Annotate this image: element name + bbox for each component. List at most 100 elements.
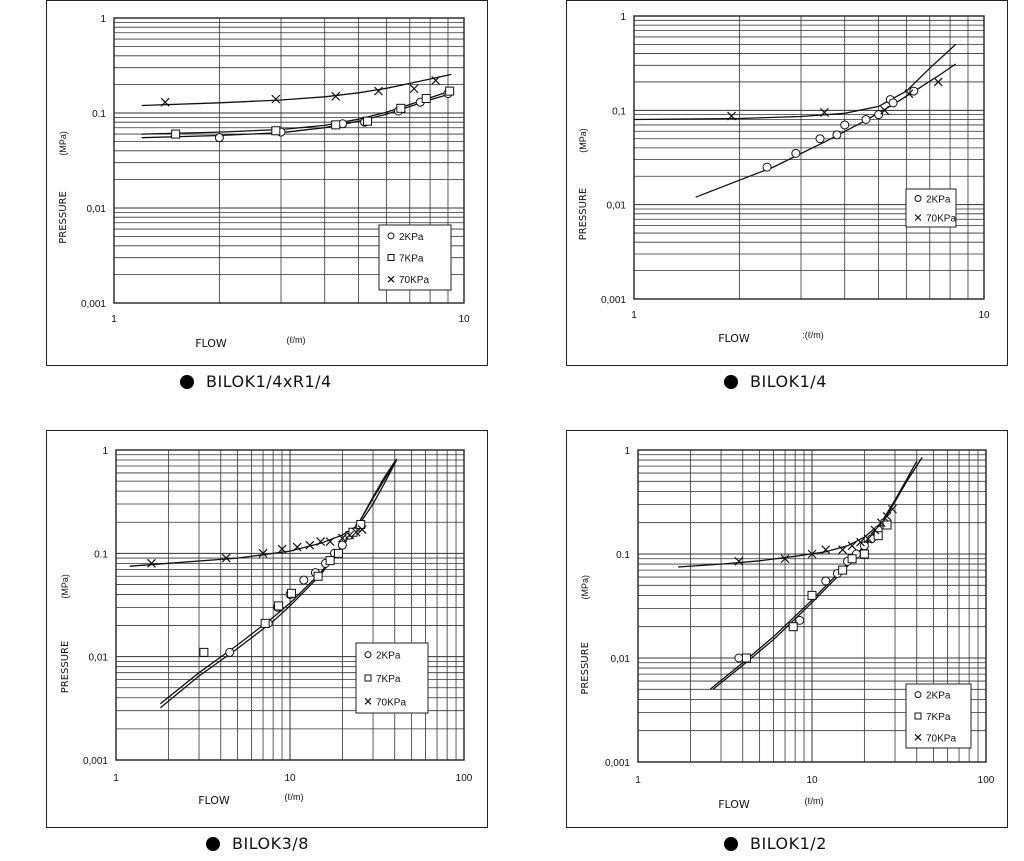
data-point-7kpa [838, 565, 848, 575]
data-point-70kpa [933, 77, 943, 87]
caption-bilok1-2: BILOK1/2 [724, 834, 827, 853]
caption-text: BILOK3/8 [232, 834, 309, 853]
caption-bilok3-8: BILOK3/8 [206, 834, 309, 853]
data-point-70kpa [880, 105, 890, 115]
legend-label-70kpa: 70KPa [926, 733, 956, 744]
data-point-7kpa [421, 94, 431, 104]
legend: 2KPa 7KPa 70KPa [905, 683, 972, 749]
data-point-2kpa [840, 120, 850, 130]
data-point-2kpa [832, 130, 842, 140]
y-tick-label: 1 [100, 14, 106, 25]
data-point-70kpa [345, 530, 355, 540]
data-point-70kpa [271, 94, 281, 104]
y-axis-unit: (MPa) [578, 128, 588, 153]
y-axis-label: PRESSURE [58, 191, 69, 244]
data-point-70kpa [856, 537, 865, 547]
data-point-7kpa [286, 588, 296, 598]
panel-frame [566, 0, 1008, 366]
data-point-70kpa [337, 533, 347, 543]
data-point-70kpa [819, 108, 829, 117]
legend-marker-2kpa [914, 195, 922, 202]
data-point-7kpa [873, 531, 883, 541]
x-axis-label: FLOW [718, 798, 750, 811]
curve-70kpa [633, 43, 957, 121]
y-tick-label: 0,001 [601, 295, 626, 306]
data-point-70kpa [847, 541, 857, 551]
data-point-2kpa [815, 134, 825, 144]
data-point-2kpa [225, 647, 235, 657]
data-point-7kpa [788, 622, 798, 632]
data-point-2kpa [821, 576, 831, 586]
data-point-70kpa [316, 537, 326, 546]
legend-label-2kpa: 2KPa [926, 195, 951, 206]
x-axis-unit: (ℓ/m) [805, 796, 824, 806]
data-point-70kpa [807, 549, 817, 559]
data-point-70kpa [734, 556, 744, 566]
legend-marker-7kpa [914, 712, 922, 720]
data-point-70kpa [305, 540, 315, 550]
data-point-2kpa [791, 148, 801, 158]
panel-frame [566, 430, 1008, 828]
y-tick-label: 0,01 [607, 201, 627, 212]
y-axis-unit: (MPa) [580, 575, 590, 600]
legend-label-7kpa: 7KPa [926, 712, 951, 723]
legend-marker-2kpa [914, 691, 922, 699]
data-point-7kpa [274, 601, 284, 611]
data-point-7kpa [331, 120, 341, 130]
y-tick-label: 0,1 [612, 106, 626, 117]
legend-marker-7kpa [364, 674, 372, 682]
y-axis-unit: (MPa) [60, 574, 70, 599]
data-point-7kpa [260, 618, 270, 628]
curve-70kpa [141, 73, 452, 107]
x-tick-label: 100 [978, 775, 995, 786]
y-tick-label: 1 [102, 446, 108, 457]
panel-frame [46, 0, 488, 366]
legend-label-7kpa: 7KPa [376, 674, 401, 685]
y-tick-label: 1 [620, 12, 626, 23]
caption-bullet [724, 374, 738, 389]
x-tick-label: 1 [113, 773, 119, 784]
legend-label-2kpa: 2KPa [399, 232, 424, 243]
data-point-70kpa [888, 504, 897, 514]
legend-label-2kpa: 2KPa [926, 691, 951, 702]
data-point-70kpa [331, 91, 341, 101]
chart-bilok1-2: 1 10 100 1 0.1 0,01 0,001 FLOW (ℓ/m) PRESSURE (MPa… [566, 430, 1008, 828]
legend: 2KPa 7KPa 70KPa [355, 642, 429, 714]
x-tick-label: 1 [631, 310, 637, 321]
data-point-70kpa [904, 89, 914, 99]
chart-bilok3-8: 1 10 100 1 0.1 0,01 0,001 FLOW (ℓ/m) PRESSURE (MPa… [46, 430, 488, 828]
x-axis-unit: (ℓ/m) [287, 335, 306, 345]
data-point-70kpa [431, 76, 441, 85]
chart-panel-bilok1-4: 1 10 1 0,1 0,01 0,001 FLOW:(ℓ/m) PRESSURE (MPa) 2… [566, 0, 1008, 366]
x-axis-unit: (ℓ/m) [285, 792, 304, 802]
legend: 2KPa 70KPa [905, 188, 957, 228]
legend-label-70kpa: 70KPa [399, 275, 429, 286]
legend-label-70kpa: 70KPa [926, 214, 956, 225]
data-point-70kpa [325, 537, 335, 546]
y-axis-unit: (MPa) [58, 131, 68, 156]
data-point-70kpa [409, 84, 419, 94]
data-point-70kpa [277, 544, 287, 554]
data-point-70kpa [258, 548, 268, 558]
x-axis-label: FLOW [195, 337, 227, 350]
y-tick-label: 0,01 [89, 653, 109, 664]
y-tick-label: 0.1 [94, 549, 108, 560]
data-point-2kpa [874, 110, 884, 120]
legend-label-2kpa: 2KPa [376, 651, 401, 662]
data-point-7kpa [334, 548, 344, 558]
y-tick-label: 0,001 [83, 756, 108, 767]
caption-text: BILOK1/4 [750, 372, 827, 391]
data-point-2kpa [337, 540, 347, 550]
data-point-2kpa [888, 98, 898, 108]
legend-marker-7kpa [387, 254, 395, 261]
legend-marker-2kpa [387, 232, 395, 240]
y-axis-label: PRESSURE [60, 641, 71, 694]
data-point-7kpa [271, 126, 281, 136]
data-point-2kpa [734, 653, 744, 663]
data-point-7kpa [362, 116, 372, 126]
data-point-70kpa [357, 525, 367, 534]
x-axis-label: FLOW [718, 332, 750, 345]
caption-text: BILOK1/2 [750, 834, 827, 853]
data-point-70kpa [292, 542, 302, 552]
